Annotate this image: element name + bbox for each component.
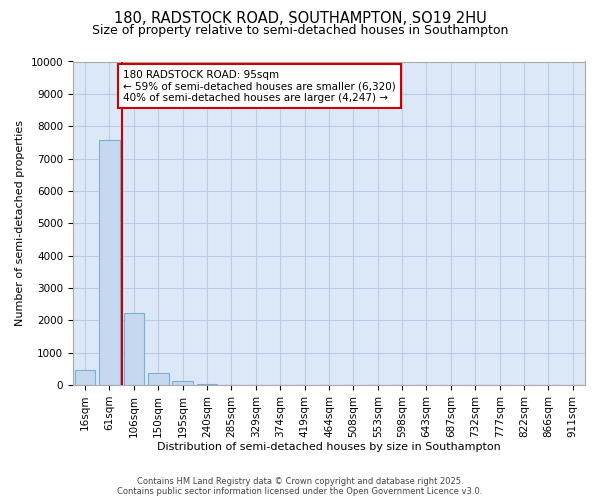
Text: Size of property relative to semi-detached houses in Southampton: Size of property relative to semi-detach… <box>92 24 508 37</box>
Bar <box>197 384 217 385</box>
Bar <box>148 373 169 385</box>
Text: 180, RADSTOCK ROAD, SOUTHAMPTON, SO19 2HU: 180, RADSTOCK ROAD, SOUTHAMPTON, SO19 2H… <box>113 11 487 26</box>
Text: Contains HM Land Registry data © Crown copyright and database right 2025.
Contai: Contains HM Land Registry data © Crown c… <box>118 476 482 496</box>
X-axis label: Distribution of semi-detached houses by size in Southampton: Distribution of semi-detached houses by … <box>157 442 501 452</box>
Text: 180 RADSTOCK ROAD: 95sqm
← 59% of semi-detached houses are smaller (6,320)
40% o: 180 RADSTOCK ROAD: 95sqm ← 59% of semi-d… <box>123 70 395 103</box>
Bar <box>75 370 95 385</box>
Bar <box>124 314 144 385</box>
Bar <box>172 381 193 385</box>
Bar <box>99 140 120 385</box>
Y-axis label: Number of semi-detached properties: Number of semi-detached properties <box>15 120 25 326</box>
